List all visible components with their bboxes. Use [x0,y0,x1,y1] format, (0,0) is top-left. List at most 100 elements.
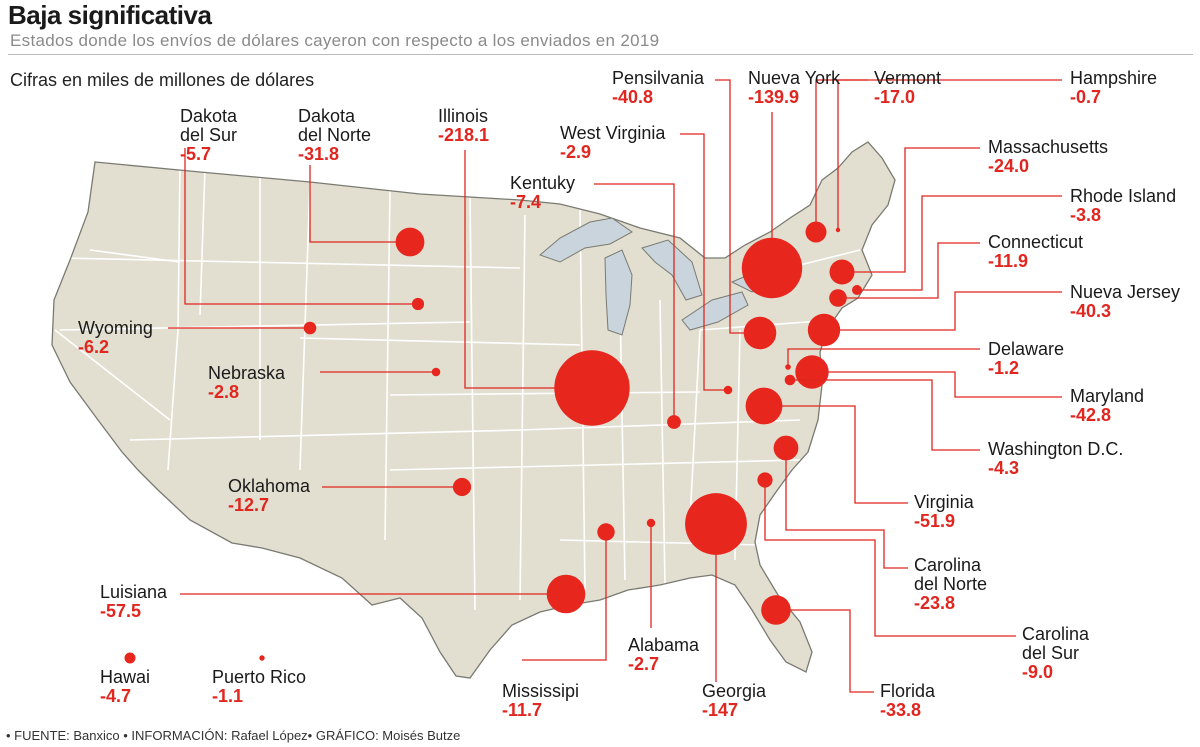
state-name: Mississipi [502,681,580,701]
state-label-dakota-del-norte: Dakota del Norte -31.8 [298,107,371,164]
leader-line-connecticut [838,242,980,299]
state-name: Dakota del Sur [180,106,238,145]
state-name: Pensilvania [612,68,705,88]
state-name: Massachusetts [988,137,1109,157]
state-label-oklahoma: Oklahoma -12.7 [228,477,310,515]
leader-line-maryland [812,371,1062,398]
state-name: Alabama [628,635,700,655]
leader-line-massachusetts [842,147,980,273]
state-value: -57.5 [100,601,142,621]
state-name: Puerto Rico [212,667,307,687]
state-value: -31.8 [298,144,340,164]
bubble-nebraska [431,367,441,377]
leader-line-kentuky [594,183,675,422]
state-value: -17.0 [874,87,916,107]
state-label-georgia: Georgia -147 [702,682,766,720]
state-name: West Virginia [560,123,666,143]
state-name: Florida [880,681,936,701]
state-value: -2.7 [628,654,660,674]
state-name: Luisiana [100,582,168,602]
source-credit: • FUENTE: Banxico • INFORMACIÓN: Rafael … [6,728,461,743]
leader-line-west-virginia [680,133,728,391]
state-label-alabama: Alabama -2.7 [628,636,699,674]
bubble-wyoming [303,321,317,335]
bubble-pensilvania [743,316,777,350]
leader-line-illinois [464,150,592,389]
bubble-washington-d-c [784,374,796,386]
bubble-vermont [805,221,827,243]
state-name: Virginia [914,492,974,512]
state-value: -0.7 [1070,87,1102,107]
bubble-west-virginia [723,385,733,395]
state-value: -12.7 [228,495,270,515]
bubble-nueva-jersey [807,313,841,347]
state-label-vermont: Vermont -17.0 [874,69,941,107]
state-value: -147 [702,700,739,720]
state-value: -40.3 [1070,301,1112,321]
state-value: -218.1 [438,125,490,145]
leader-line-nueva-jersey [824,291,1062,331]
page-subtitle: Estados donde los envíos de dólares caye… [10,31,660,50]
state-name: Carolina del Sur [1022,624,1090,663]
state-name: Nueva Jersey [1070,282,1181,302]
bubble-alabama [646,518,656,528]
page-title: Baja significativa [8,0,212,30]
bubble-connecticut [829,289,847,307]
bubble-hawai [124,652,136,664]
state-value: -4.3 [988,458,1020,478]
bubble-virginia [745,387,783,425]
state-name: Georgia [702,681,767,701]
state-value: -7.4 [510,192,542,212]
state-label-massachusetts: Massachusetts -24.0 [988,138,1108,176]
state-value: -11.9 [988,251,1029,271]
state-label-mississipi: Mississipi -11.7 [502,682,579,720]
unit-note: Cifras en miles de millones de dólares [10,70,315,90]
state-name: Delaware [988,339,1065,359]
state-label-washington-d-c: Washington D.C. -4.3 [988,440,1123,478]
state-label-illinois: Illinois -218.1 [438,107,489,145]
state-name: Nueva York [748,68,841,88]
state-value: -42.8 [1070,405,1112,425]
leader-line-carolina-del-sur [764,480,1016,637]
leader-line-florida [776,609,874,693]
state-name: Washington D.C. [988,439,1124,459]
state-value: -1.2 [988,358,1020,378]
state-value: -139.9 [748,87,800,107]
state-label-florida: Florida -33.8 [880,682,935,720]
bubble-rhode-island [852,285,862,295]
leader-line-rhode-island [857,195,1062,291]
bubble-dakota-del-norte [395,227,425,257]
state-label-delaware: Delaware -1.2 [988,340,1064,378]
state-name: Wyoming [78,318,153,338]
state-name: Hampshire [1070,68,1158,88]
state-value: -51.9 [914,511,956,531]
bubble-luisiana [546,574,586,614]
state-value: -24.0 [988,156,1030,176]
state-name: Nebraska [208,363,286,383]
state-value: -11.7 [502,700,543,720]
leader-line-delaware [787,348,980,367]
state-label-west-virginia: West Virginia -2.9 [560,124,665,162]
leader-line-virginia [764,405,908,504]
state-label-puerto-rico: Puerto Rico -1.1 [212,668,306,706]
state-label-luisiana: Luisiana -57.5 [100,583,167,621]
bubble-carolina-del-sur [757,472,773,488]
bubble-carolina-del-norte [773,435,799,461]
bubble-florida [761,595,791,625]
state-label-hawai: Hawai -4.7 [100,668,150,706]
state-name: Connecticut [988,232,1084,252]
state-value: -1.1 [212,686,244,706]
state-label-kentuky: Kentuky -7.4 [510,174,575,212]
state-label-nueva-jersey: Nueva Jersey -40.3 [1070,283,1180,321]
leader-line-mississipi [522,532,607,661]
leader-line-hampshire [837,79,1062,230]
bubble-illinois [554,350,630,426]
state-name: Hawai [100,667,151,687]
state-label-nebraska: Nebraska -2.8 [208,364,285,402]
state-name: Vermont [874,68,942,88]
title-divider [8,54,1193,55]
state-name: Illinois [438,106,489,126]
state-name: Dakota del Norte [298,106,372,145]
bubble-dakota-del-sur [411,297,425,311]
